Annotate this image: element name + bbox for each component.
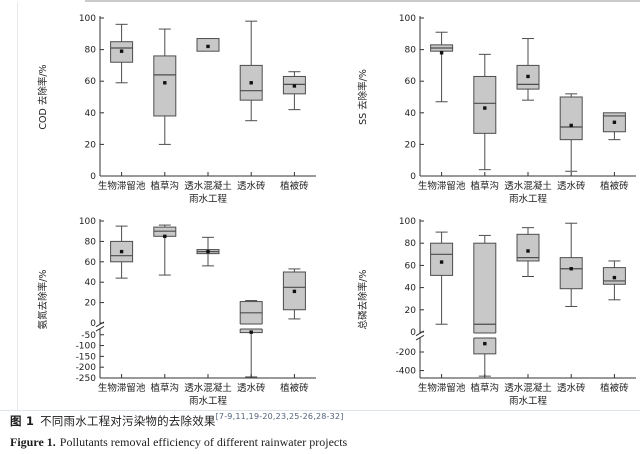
- figure-bottom-rule: [0, 410, 640, 411]
- svg-text:雨水工程: 雨水工程: [189, 395, 228, 407]
- page-left-rule: [17, 2, 18, 410]
- svg-text:80: 80: [405, 239, 417, 249]
- svg-text:40: 40: [85, 278, 97, 288]
- svg-text:生物滞留池: 生物滞留池: [418, 382, 466, 394]
- caption-en: Figure 1. Pollutants removal efficiency o…: [10, 435, 634, 450]
- svg-text:-400: -400: [396, 367, 417, 377]
- svg-text:透水砖: 透水砖: [557, 180, 586, 192]
- svg-text:60: 60: [405, 261, 417, 271]
- svg-text:透水砖: 透水砖: [237, 180, 266, 192]
- svg-text:植草沟: 植草沟: [471, 382, 500, 394]
- svg-text:透水混凝土: 透水混凝土: [504, 180, 552, 192]
- figure-caption: 图 1 不同雨水工程对污染物的去除效果[7-9,11,19-20,23,25-26…: [10, 412, 634, 450]
- svg-text:透水砖: 透水砖: [557, 382, 586, 394]
- svg-text:60: 60: [405, 77, 417, 87]
- svg-text:-50: -50: [81, 331, 96, 341]
- svg-text:植被砖: 植被砖: [600, 382, 629, 394]
- svg-text:生物滞留池: 生物滞留池: [98, 382, 146, 394]
- svg-text:0: 0: [90, 172, 96, 182]
- caption-zh: 图 1 不同雨水工程对污染物的去除效果[7-9,11,19-20,23,25-26…: [10, 412, 634, 429]
- svg-text:0: 0: [410, 328, 416, 338]
- svg-text:80: 80: [405, 46, 417, 56]
- svg-text:20: 20: [85, 140, 97, 150]
- boxplot-nh3n-svg: 020406080100-50-100-150-200-250生物滞留池 植草沟透…: [37, 217, 316, 407]
- page-top-rule: [85, 0, 640, 2]
- svg-text:40: 40: [85, 109, 97, 119]
- svg-text:透水混凝土: 透水混凝土: [184, 180, 232, 192]
- svg-text:-150: -150: [76, 352, 97, 362]
- svg-text:100: 100: [79, 217, 96, 227]
- boxplot-ss: 0 20 40 60 80 100 生物滞留池 植草沟 透水混凝土 透水砖 植被砖雨水工程 SS 去除…: [320, 5, 640, 205]
- svg-text:40: 40: [405, 109, 417, 119]
- boxplot-nh3n: 0 20 40 60 80 100 -50 -100 -150 -200 -250 生物滞留池 植草沟透…: [0, 205, 320, 413]
- svg-text:透水混凝土: 透水混凝土: [504, 382, 552, 394]
- svg-text:40: 40: [405, 284, 417, 294]
- caption-zh-text: 不同雨水工程对污染物的去除效果: [40, 414, 216, 428]
- caption-zh-label: 图 1: [10, 414, 35, 428]
- svg-text:-200: -200: [76, 363, 97, 373]
- svg-text:-200: -200: [396, 348, 417, 358]
- svg-text:雨水工程: 雨水工程: [189, 193, 228, 205]
- svg-text:100: 100: [79, 14, 96, 24]
- svg-text:20: 20: [405, 306, 417, 316]
- caption-en-label: Figure 1.: [10, 435, 56, 449]
- svg-text:100: 100: [399, 217, 416, 227]
- svg-text:100: 100: [399, 14, 416, 24]
- svg-text:-100: -100: [76, 342, 97, 352]
- svg-text:透水混凝土: 透水混凝土: [184, 382, 232, 394]
- boxplot-cod: 0 20 40 60 80 100 生物滞留池 植草沟 透水混凝土 透水砖 植被砖雨水工程 COD 去…: [0, 5, 320, 205]
- svg-text:植草沟: 植草沟: [151, 382, 180, 394]
- caption-en-text: Pollutants removal efficiency of differe…: [59, 435, 348, 449]
- svg-text:雨水工程: 雨水工程: [509, 193, 548, 205]
- svg-text:植草沟: 植草沟: [471, 180, 500, 192]
- svg-text:0: 0: [410, 172, 416, 182]
- svg-text:总磷去除率/%: 总磷去除率/%: [357, 270, 369, 330]
- svg-text:生物滞留池: 生物滞留池: [418, 180, 466, 192]
- svg-text:0: 0: [90, 319, 96, 329]
- svg-text:80: 80: [85, 46, 97, 56]
- svg-text:60: 60: [85, 258, 97, 268]
- svg-text:20: 20: [405, 140, 417, 150]
- svg-text:雨水工程: 雨水工程: [509, 395, 548, 407]
- svg-text:植草沟: 植草沟: [151, 180, 180, 192]
- svg-text:60: 60: [85, 77, 97, 87]
- svg-text:植被砖: 植被砖: [600, 180, 629, 192]
- boxplot-tp: 0 20 40 60 80 100 -200 -400 生物滞留池 植草沟 透水混凝土 透水砖 植被砖雨…: [320, 205, 640, 413]
- svg-text:80: 80: [85, 237, 97, 247]
- caption-zh-refs: [7-9,11,19-20,23,25-26,28-32]: [215, 412, 344, 422]
- svg-text:透水砖: 透水砖: [237, 382, 266, 394]
- svg-text:生物滞留池: 生物滞留池: [98, 180, 146, 192]
- svg-text:-250: -250: [76, 374, 97, 384]
- svg-text:SS 去除率/%: SS 去除率/%: [357, 69, 369, 125]
- svg-text:COD 去除率/%: COD 去除率/%: [37, 64, 49, 129]
- svg-text:植被砖: 植被砖: [280, 180, 309, 192]
- svg-text:植被砖: 植被砖: [280, 382, 309, 394]
- svg-text:氨氮去除率/%: 氨氮去除率/%: [37, 270, 49, 330]
- svg-text:20: 20: [85, 299, 97, 309]
